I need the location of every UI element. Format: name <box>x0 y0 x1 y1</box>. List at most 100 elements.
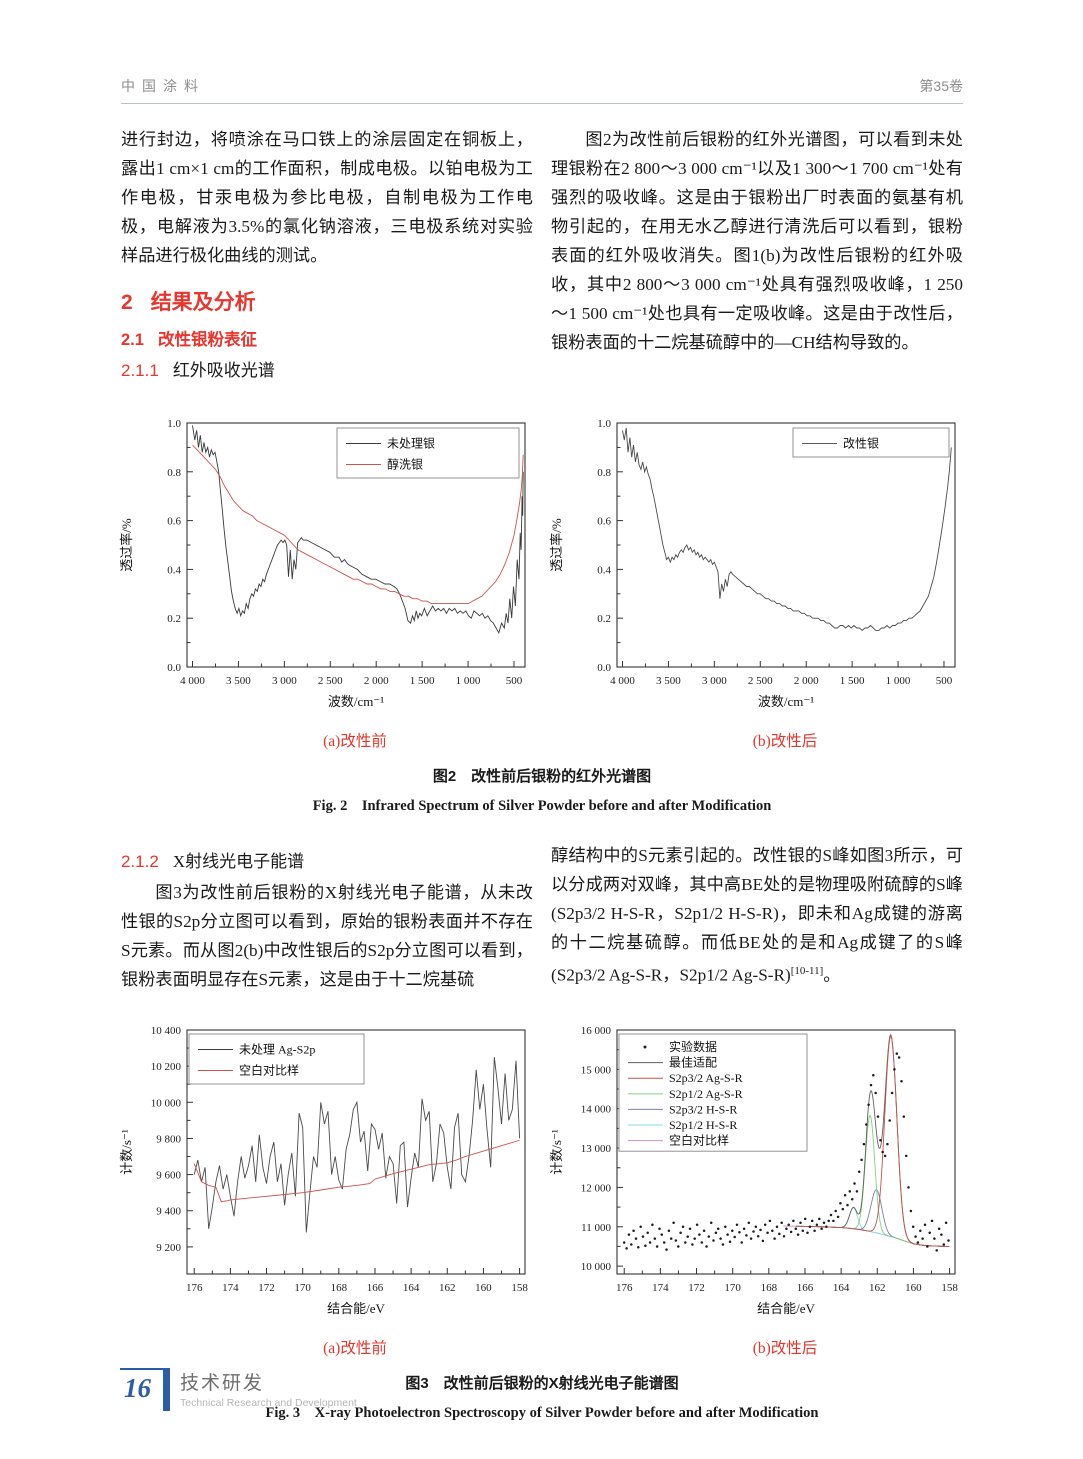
xps-paragraph-right-text: 醇结构中的S元素引起的。改性银的S峰如图3所示，可以分成两对双峰，其中高BE处的… <box>551 846 963 985</box>
svg-text:170: 170 <box>294 1282 311 1294</box>
svg-text:176: 176 <box>616 1282 633 1294</box>
section-title: 改性银粉表征 <box>157 331 257 349</box>
intro-paragraph: 进行封边，将喷涂在马口铁上的涂层固定在铜板上，露出1 cm×1 cm的工作面积，… <box>121 130 533 265</box>
svg-text:波数/cm⁻¹: 波数/cm⁻¹ <box>758 694 814 709</box>
xps-paragraph-tail: 。 <box>823 965 841 985</box>
ir-spectrum-after-chart: 4 000 3 500 3 000 2 500 2 000 1 500 1 000 500 0.… <box>549 418 956 709</box>
svg-text:10 200: 10 200 <box>151 1061 182 1073</box>
svg-text:S2p3/2 H-S-R: S2p3/2 H-S-R <box>669 1102 737 1116</box>
svg-text:158: 158 <box>511 1282 528 1294</box>
section-number: 2.1.1 <box>121 361 159 380</box>
section-title: X射线光电子能谱 <box>172 852 305 871</box>
svg-text:160: 160 <box>475 1282 492 1294</box>
svg-text:0.0: 0.0 <box>597 662 611 674</box>
svg-text:162: 162 <box>439 1282 456 1294</box>
svg-text:0.4: 0.4 <box>597 564 611 576</box>
figure2b: 4 000 3 500 3 000 2 500 2 000 1 500 1 000 500 0.… <box>545 413 969 751</box>
svg-text:0.2: 0.2 <box>167 613 181 625</box>
svg-text:158: 158 <box>941 1282 958 1294</box>
svg-text:172: 172 <box>258 1282 275 1294</box>
section-heading-2-1-2: 2.1.2 X射线光电子能谱 <box>121 847 533 872</box>
svg-text:176: 176 <box>186 1282 203 1294</box>
svg-text:空白对比样: 空白对比样 <box>669 1133 729 1148</box>
svg-text:0.6: 0.6 <box>167 516 181 528</box>
section-heading-2-1-1: 2.1.1 红外吸收光谱 <box>121 356 533 381</box>
section-number: 2.1.2 <box>121 852 159 871</box>
svg-text:3 500: 3 500 <box>656 675 681 687</box>
section-title: 结果及分析 <box>150 291 256 314</box>
svg-text:未处理 Ag-S2p: 未处理 Ag-S2p <box>239 1042 315 1056</box>
right-column: 图2为改性前后银粉的红外光谱图，可以看到未处理银粉在2 800～3 000 cm… <box>551 125 963 387</box>
svg-text:162: 162 <box>869 1282 886 1294</box>
page-number-box: 16 <box>120 1368 163 1411</box>
ir-paragraph: 图2为改性前后银粉的红外光谱图，可以看到未处理银粉在2 800～3 000 cm… <box>551 130 963 352</box>
svg-text:波数/cm⁻¹: 波数/cm⁻¹ <box>328 694 384 709</box>
section-heading-2-1: 2.1 改性银粉表征 <box>121 326 533 350</box>
svg-text:0.8: 0.8 <box>597 467 611 479</box>
svg-text:1 000: 1 000 <box>886 675 911 687</box>
svg-text:透过率/%: 透过率/% <box>119 518 134 572</box>
svg-text:9 400: 9 400 <box>156 1206 181 1218</box>
xps-before-chart: 176 174 172 170 168 166 164 162 160 158 9 200 9 400… <box>119 1025 528 1316</box>
ir-spectrum-before-chart: 4 000 3 500 3 000 2 500 2 000 1 500 1 000 500 0.… <box>119 418 526 709</box>
right-column: 醇结构中的S元素引起的。改性银的S峰如图3所示，可以分成两对双峰，其中高BE处的… <box>551 841 963 994</box>
citation-ref: [10-11] <box>790 965 824 977</box>
svg-text:计数/s⁻¹: 计数/s⁻¹ <box>549 1129 564 1175</box>
svg-text:170: 170 <box>724 1282 741 1294</box>
svg-text:0.4: 0.4 <box>167 564 181 576</box>
svg-text:1.0: 1.0 <box>167 418 181 430</box>
figure2a: 4 000 3 500 3 000 2 500 2 000 1 500 1 000 500 0.… <box>115 413 539 751</box>
svg-text:11 000: 11 000 <box>581 1222 611 1234</box>
figure3-charts: 176 174 172 170 168 166 164 162 160 158 9 200 9 400… <box>115 1020 963 1358</box>
svg-text:3 000: 3 000 <box>272 675 297 687</box>
svg-text:172: 172 <box>688 1282 705 1294</box>
page-header: 中国涂料 第35卷 <box>121 0 963 96</box>
svg-text:2 000: 2 000 <box>364 675 389 687</box>
footer-divider-bar <box>163 1368 170 1411</box>
svg-text:改性银: 改性银 <box>843 436 879 450</box>
section-title: 红外吸收光谱 <box>172 361 275 380</box>
volume-label: 第35卷 <box>919 78 963 94</box>
section-heading-2: 2 结果及分析 <box>121 286 533 316</box>
svg-text:0.6: 0.6 <box>597 516 611 528</box>
svg-text:计数/s⁻¹: 计数/s⁻¹ <box>119 1129 134 1175</box>
svg-text:166: 166 <box>367 1282 384 1294</box>
figure3b-subcaption: (b)改性后 <box>752 1340 818 1357</box>
svg-text:500: 500 <box>506 675 523 687</box>
svg-text:S2p1/2 H-S-R: S2p1/2 H-S-R <box>669 1118 737 1132</box>
svg-text:2 000: 2 000 <box>794 675 819 687</box>
svg-text:醇洗银: 醇洗银 <box>387 456 423 471</box>
svg-text:174: 174 <box>222 1282 239 1294</box>
svg-text:160: 160 <box>905 1282 922 1294</box>
svg-text:174: 174 <box>652 1282 669 1294</box>
svg-text:0.2: 0.2 <box>597 613 611 625</box>
svg-text:13 000: 13 000 <box>581 1143 612 1155</box>
svg-text:14 000: 14 000 <box>581 1104 612 1116</box>
xps-paragraph-left: 图3为改性前后银粉的X射线光电子能谱，从未改性银的S2p分立图可以看到，原始的银… <box>121 883 533 989</box>
page-number: 16 <box>124 1373 151 1403</box>
figure3b: 176 174 172 170 168 166 164 162 160 158 10 000 11 0… <box>545 1020 969 1358</box>
footer-section-en: Technical Research and Development <box>180 1397 357 1409</box>
figure3-caption-zh: 图3 改性前后银粉的X射线光电子能谱图 <box>405 1375 679 1392</box>
footer-section-zh: 技术研发 <box>180 1373 265 1394</box>
section-number: 2.1 <box>121 331 144 349</box>
figure3a: 176 174 172 170 168 166 164 162 160 158 9 200 9 400… <box>115 1020 539 1358</box>
figure2-charts: 4 000 3 500 3 000 2 500 2 000 1 500 1 000 500 0.… <box>115 413 963 751</box>
svg-text:1.0: 1.0 <box>597 418 611 430</box>
xps-after-chart: 176 174 172 170 168 166 164 162 160 158 10 000 11 0… <box>549 1025 958 1316</box>
svg-text:0.0: 0.0 <box>167 662 181 674</box>
figure3-caption: 图3 改性前后银粉的X射线光电子能谱图 Fig. 3 X-ray Photoel… <box>121 1372 963 1422</box>
svg-text:166: 166 <box>797 1282 814 1294</box>
section-number: 2 <box>121 291 133 314</box>
svg-text:结合能/eV: 结合能/eV <box>327 1301 385 1316</box>
left-column: 进行封边，将喷涂在马口铁上的涂层固定在铜板上，露出1 cm×1 cm的工作面积，… <box>121 125 533 387</box>
svg-text:9 800: 9 800 <box>156 1133 181 1145</box>
svg-text:3 500: 3 500 <box>226 675 251 687</box>
figure2b-subcaption: (b)改性后 <box>752 733 818 750</box>
svg-text:4 000: 4 000 <box>610 675 635 687</box>
header-divider <box>121 103 963 104</box>
svg-text:15 000: 15 000 <box>581 1064 612 1076</box>
svg-text:1 000: 1 000 <box>456 675 481 687</box>
svg-text:透过率/%: 透过率/% <box>549 518 564 572</box>
